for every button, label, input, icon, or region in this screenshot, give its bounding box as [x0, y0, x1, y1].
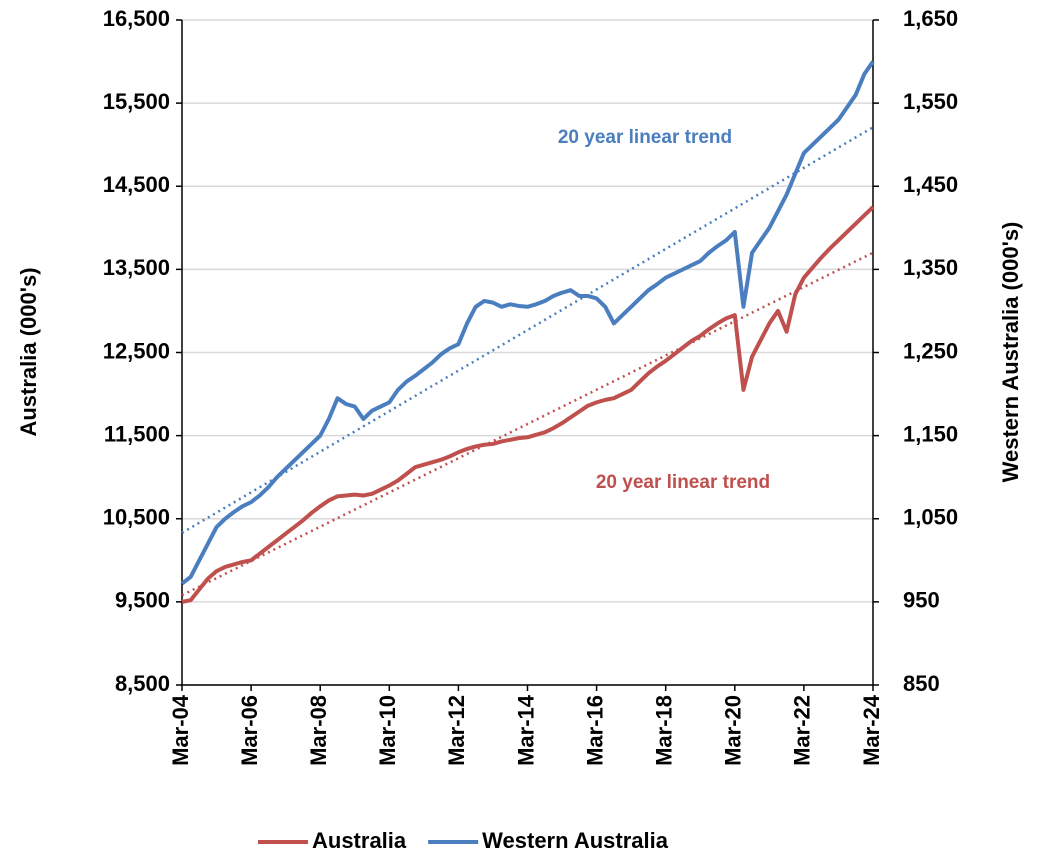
y2-tick-label: 1,650 [903, 6, 958, 31]
trend-annotation: 20 year linear trend [558, 127, 732, 148]
y-tick-label: 11,500 [104, 421, 170, 446]
trend-annotation: 20 year linear trend [596, 472, 770, 493]
x-tick-label: Mar-12 [444, 695, 469, 766]
x-tick-label: Mar-20 [721, 695, 746, 766]
y-tick-label: 12,500 [103, 338, 170, 363]
legend-label: Australia [312, 828, 407, 853]
y2-tick-label: 950 [903, 588, 940, 613]
y-tick-label: 13,500 [103, 255, 170, 280]
x-tick-label: Mar-18 [652, 695, 677, 766]
trend-line [181, 251, 874, 597]
x-tick-label: Mar-16 [582, 695, 607, 766]
y2-tick-label: 1,550 [903, 89, 958, 114]
x-tick-label: Mar-10 [375, 695, 400, 766]
x-tick-label: Mar-24 [859, 694, 884, 766]
series-line [180, 60, 875, 586]
y-tick-label: 10,500 [103, 505, 170, 530]
y-tick-label: 14,500 [103, 172, 170, 197]
y-tick-label: 9,500 [115, 588, 170, 613]
y2-tick-label: 1,150 [903, 421, 958, 446]
y-tick-label: 8,500 [115, 671, 170, 696]
x-tick-label: Mar-22 [790, 695, 815, 766]
y2-tick-label: 1,250 [903, 338, 958, 363]
x-tick-label: Mar-06 [237, 695, 262, 766]
y2-axis-label: Western Australia (000's) [998, 222, 1023, 483]
legend-label: Western Australia [482, 828, 669, 853]
x-tick-label: Mar-14 [513, 694, 538, 766]
series-line [181, 205, 875, 604]
y2-tick-label: 1,050 [903, 505, 958, 530]
y2-tick-label: 1,450 [903, 172, 958, 197]
y-tick-label: 16,500 [103, 6, 170, 31]
y-axis-label: Australia (000's) [16, 267, 41, 436]
x-tick-label: Mar-04 [168, 694, 193, 766]
y-tick-label: 15,500 [103, 89, 170, 114]
x-tick-label: Mar-08 [306, 695, 331, 766]
trend-line [181, 126, 874, 534]
y2-tick-label: 850 [903, 671, 940, 696]
y2-tick-label: 1,350 [903, 255, 958, 280]
